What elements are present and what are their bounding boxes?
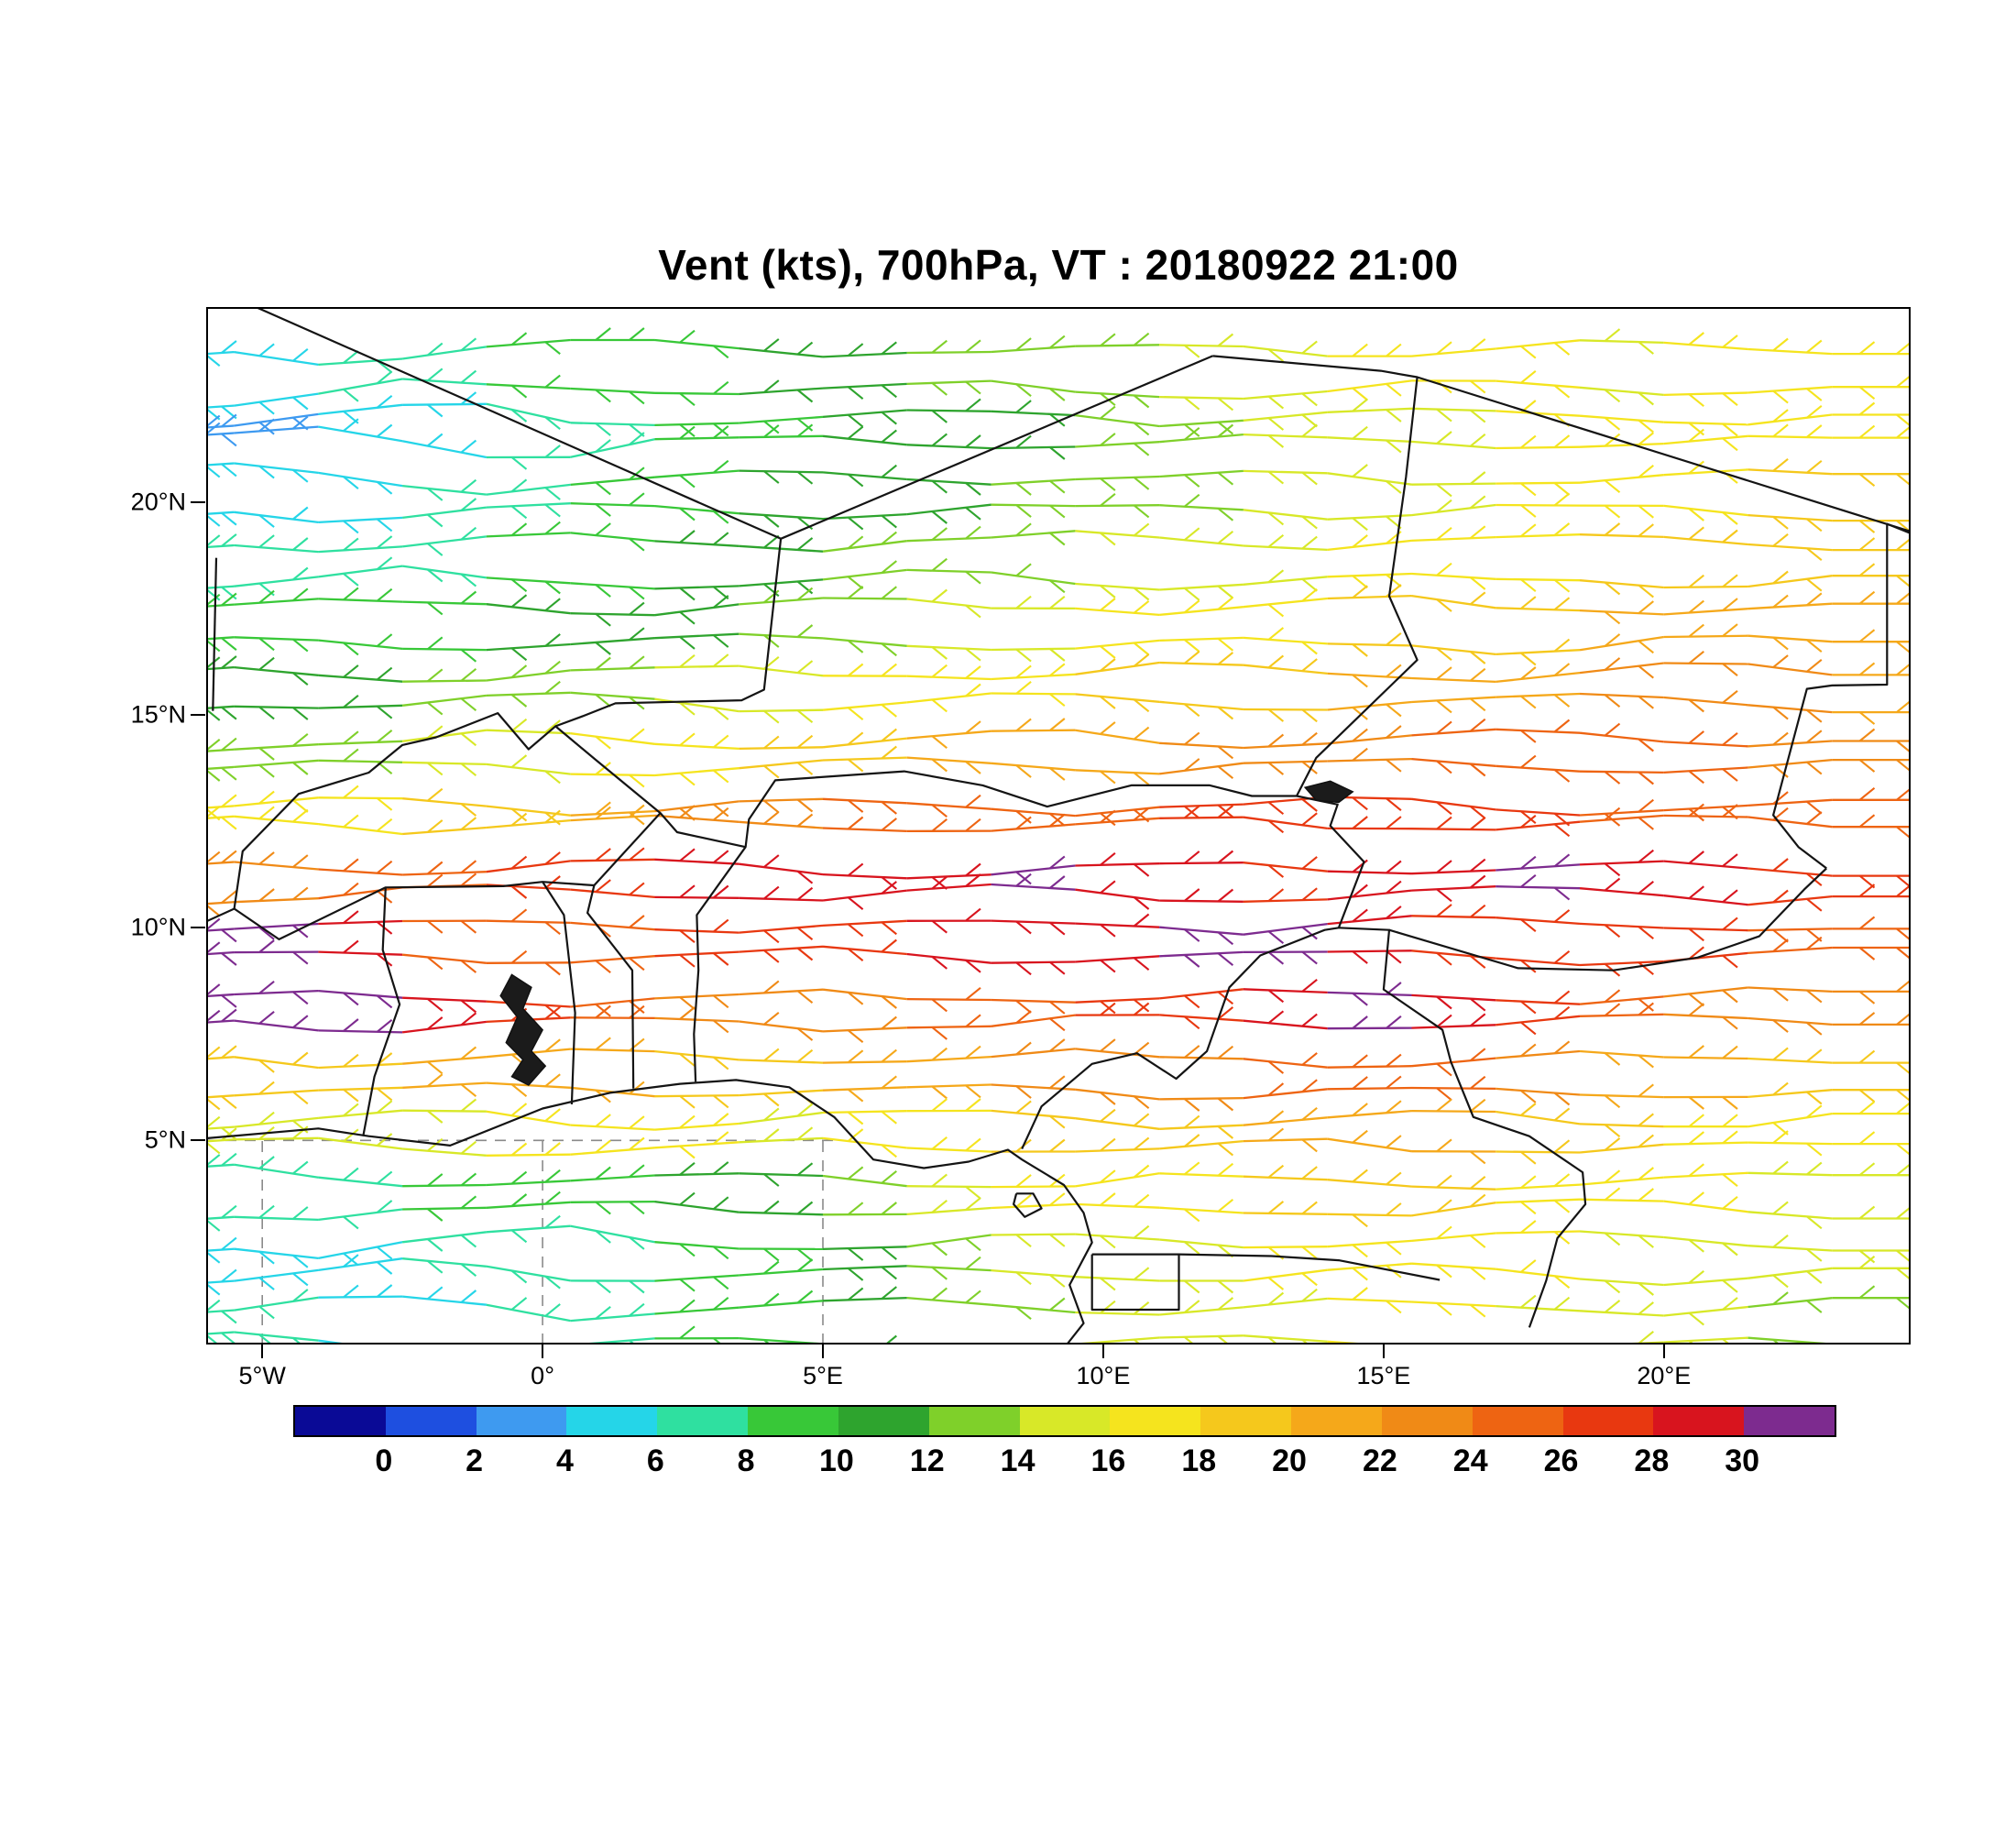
lon-tick-label: 0° bbox=[531, 1362, 554, 1389]
colorbar-tick-label: 20 bbox=[1272, 1443, 1307, 1478]
colorbar-segment bbox=[1562, 1407, 1654, 1435]
colorbar-segment bbox=[1472, 1407, 1563, 1435]
colorbar-tick-label: 18 bbox=[1181, 1443, 1217, 1478]
lon-tick-mark bbox=[261, 1345, 264, 1358]
lat-tick-label: 15°N bbox=[130, 700, 186, 729]
colorbar-tick-label: 4 bbox=[556, 1443, 574, 1478]
colorbar-segment bbox=[1744, 1407, 1835, 1435]
chart-title: Vent (kts), 700hPa, VT : 20180922 21:00 bbox=[658, 241, 1459, 289]
wind-barb-map bbox=[206, 307, 1911, 1345]
lat-tick-mark bbox=[191, 927, 205, 929]
colorbar-segment bbox=[295, 1407, 386, 1435]
lat-tick-label: 5°N bbox=[144, 1125, 186, 1154]
colorbar-tick-label: 30 bbox=[1725, 1443, 1760, 1478]
colorbar-tick-label: 2 bbox=[466, 1443, 484, 1478]
colorbar-tick-label: 24 bbox=[1452, 1443, 1488, 1478]
colorbar-tick-label: 0 bbox=[375, 1443, 393, 1478]
colorbar-segment bbox=[385, 1407, 477, 1435]
lon-tick-mark bbox=[1101, 1345, 1104, 1358]
colorbar-tick-label: 8 bbox=[737, 1443, 755, 1478]
colorbar-segment bbox=[657, 1407, 749, 1435]
colorbar-tick-label: 10 bbox=[819, 1443, 854, 1478]
colorbar-segment bbox=[566, 1407, 658, 1435]
colorbar-segment bbox=[748, 1407, 838, 1435]
colorbar-tick-label: 28 bbox=[1634, 1443, 1670, 1478]
colorbar-segment bbox=[1019, 1407, 1111, 1435]
colorbar-segment bbox=[1381, 1407, 1473, 1435]
colorbar-tick-label: 12 bbox=[909, 1443, 945, 1478]
colorbar-tick-label: 6 bbox=[646, 1443, 664, 1478]
colorbar-tick-label: 16 bbox=[1090, 1443, 1126, 1478]
colorbar-tick-label: 26 bbox=[1543, 1443, 1579, 1478]
colorbar-segment bbox=[1653, 1407, 1745, 1435]
lon-tick-label: 5°E bbox=[803, 1362, 843, 1389]
lat-tick-mark bbox=[191, 714, 205, 717]
colorbar-segment bbox=[476, 1407, 567, 1435]
lon-tick-label: 10°E bbox=[1076, 1362, 1131, 1389]
map-plot-area bbox=[206, 307, 1911, 1345]
colorbar-segment bbox=[1110, 1407, 1201, 1435]
lat-tick-label: 20°N bbox=[130, 488, 186, 516]
lat-tick-mark bbox=[191, 501, 205, 504]
colorbar-segment bbox=[838, 1407, 929, 1435]
colorbar-segment bbox=[1291, 1407, 1382, 1435]
lon-tick-mark bbox=[1662, 1345, 1665, 1358]
colorbar-segment bbox=[1200, 1407, 1292, 1435]
lat-tick-mark bbox=[191, 1139, 205, 1142]
colorbar-tick-label: 22 bbox=[1362, 1443, 1397, 1478]
lon-tick-label: 15°E bbox=[1356, 1362, 1411, 1389]
lon-tick-mark bbox=[542, 1345, 544, 1358]
lon-tick-mark bbox=[822, 1345, 825, 1358]
colorbar-segment bbox=[928, 1407, 1020, 1435]
colorbar bbox=[293, 1405, 1836, 1437]
lon-tick-mark bbox=[1382, 1345, 1385, 1358]
lon-tick-label: 20°E bbox=[1637, 1362, 1692, 1389]
colorbar-tick-label: 14 bbox=[1000, 1443, 1035, 1478]
lat-tick-label: 10°N bbox=[130, 913, 186, 941]
lon-tick-label: 5°W bbox=[238, 1362, 286, 1389]
